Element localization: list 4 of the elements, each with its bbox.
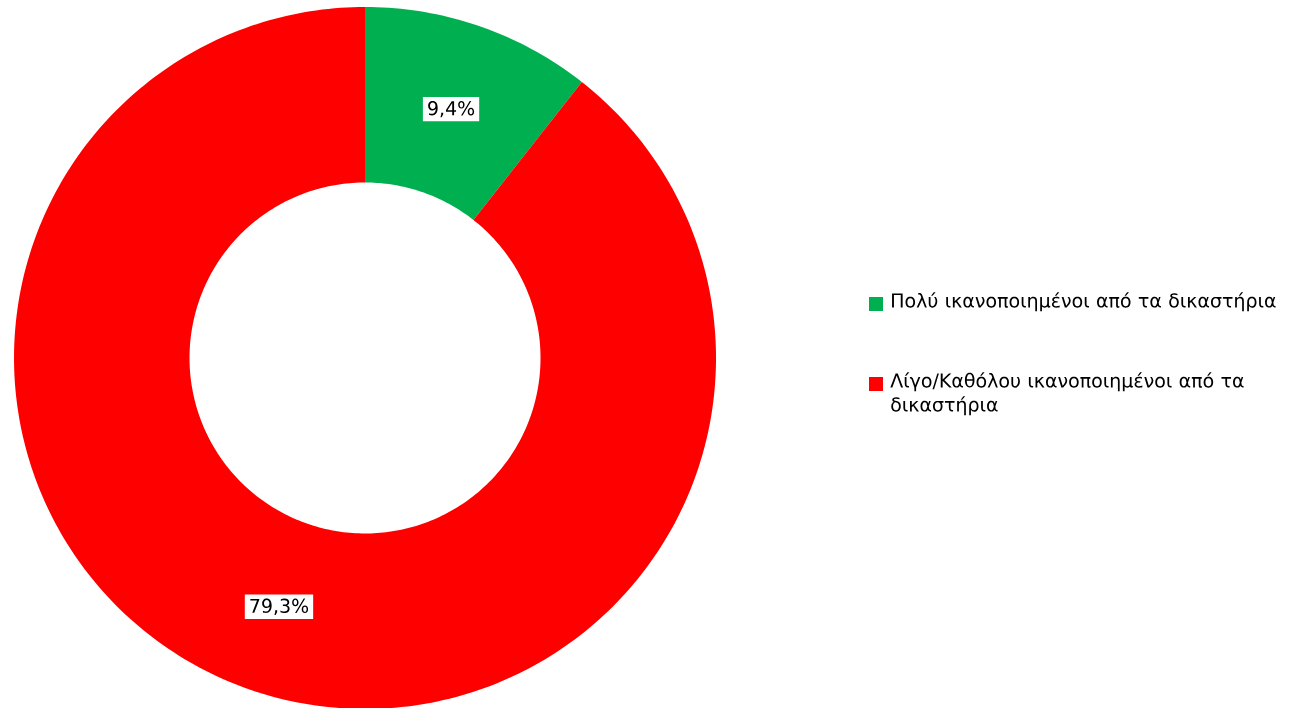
legend-label: Λίγο/Καθόλου ικανοποιημένοι από τα δικαστήρια bbox=[890, 372, 1244, 416]
legend-label: Πολύ ικανοποιημένοι από τα δικαστήρια bbox=[892, 292, 1276, 312]
data-label: 9,4% bbox=[428, 101, 475, 118]
data-label: 79,3% bbox=[250, 598, 309, 615]
